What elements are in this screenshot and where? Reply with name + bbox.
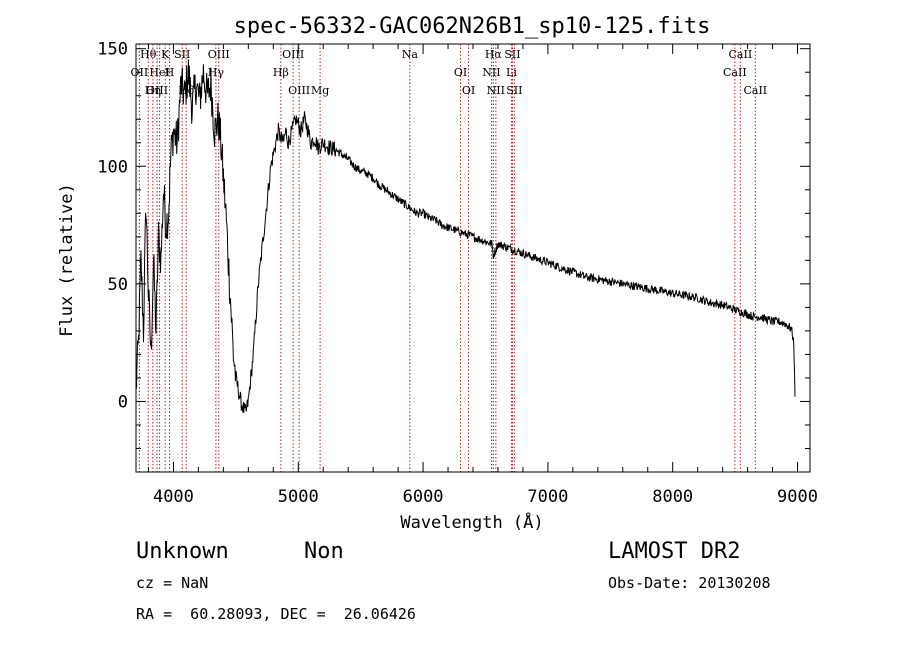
y-tick-label: 100 — [97, 157, 128, 177]
chart-title: spec-56332-GAC062N26B1_sp10-125.fits — [234, 14, 711, 39]
line-mark-label: OI — [454, 66, 467, 79]
plot-frame — [135, 43, 811, 473]
line-mark-label: Hβ — [273, 66, 289, 79]
y-axis-label: Flux (relative) — [57, 183, 77, 337]
ra-dec: RA = 60.28093, DEC = 26.06426 — [136, 605, 416, 623]
line-mark-label: Hθ — [140, 48, 157, 61]
line-mark-label: Hα — [485, 48, 503, 61]
x-tick-label: 8000 — [652, 487, 693, 507]
x-tick-label: 4000 — [153, 487, 194, 507]
line-mark-label: H — [165, 66, 175, 79]
line-mark-label: CaII — [723, 66, 747, 79]
spectrum-layer — [135, 59, 796, 413]
x-tick-label: 7000 — [527, 487, 568, 507]
line-mark-label: SII — [174, 48, 190, 61]
x-axis-label: Wavelength (Å) — [400, 511, 543, 533]
x-tick-label: 6000 — [403, 487, 444, 507]
line-mark-label: NII — [487, 84, 505, 97]
line-mark-label: OIII — [208, 48, 230, 61]
cz-value: cz = NaN — [136, 574, 208, 592]
line-mark-label: OIII — [288, 84, 310, 97]
y-tick-label: 50 — [108, 275, 128, 295]
object-class: Unknown — [136, 539, 229, 564]
line-mark-label: OIII — [146, 84, 168, 97]
x-tick-label: 9000 — [777, 487, 818, 507]
line-mark-label: OI — [462, 84, 475, 97]
line-mark-label: Mg — [311, 84, 329, 97]
line-marks-layer: HθOIIOIIIKHeIHηSIIHHδOIIIHγOIIIOIIIHβMgN… — [131, 44, 767, 472]
line-mark-label: SII — [506, 84, 522, 97]
object-subclass: Non — [304, 539, 344, 564]
line-mark-label: SII — [504, 48, 520, 61]
line-mark-label: HeI — [149, 66, 169, 79]
line-mark-label: NII — [482, 66, 500, 79]
line-mark-label: OIII — [282, 48, 304, 61]
y-tick-label: 150 — [97, 40, 128, 60]
y-axis: 0 50 100 150 — [97, 40, 810, 449]
line-mark-label: CaII — [743, 84, 767, 97]
line-mark-label: Hη — [145, 84, 161, 97]
x-tick-label: 5000 — [278, 487, 319, 507]
line-mark-label: Na — [402, 48, 419, 61]
survey-name: LAMOST DR2 — [608, 539, 740, 564]
x-axis: 4000 5000 6000 7000 8000 9000 — [147, 44, 818, 507]
line-mark-label: CaII — [729, 48, 753, 61]
line-mark-label: Hγ — [208, 66, 225, 79]
line-mark-label: Li — [506, 66, 517, 79]
line-mark-label: K — [161, 48, 170, 61]
y-tick-label: 0 — [118, 392, 128, 412]
spectrum-line — [135, 59, 796, 413]
obs-date: Obs-Date: 20130208 — [608, 574, 771, 592]
